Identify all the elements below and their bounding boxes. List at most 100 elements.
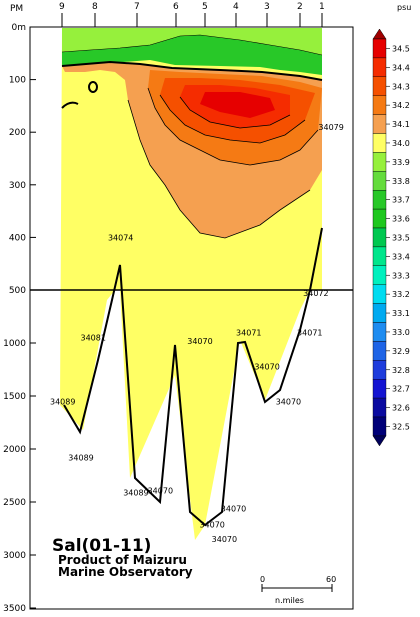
depth-tick-label: 2500 (3, 498, 26, 508)
colorbar-swatch (372, 341, 387, 361)
colorbar-swatch (372, 360, 387, 380)
colorbar-swatch (372, 246, 387, 266)
depth-tick-label: 1500 (3, 392, 26, 402)
colorbar-swatch (372, 171, 387, 191)
depth-tick-label: 1000 (3, 339, 26, 349)
bottom-value-labels: 3408934089340813407434089340703407034070… (50, 123, 344, 544)
isohaline-contour-34-2 (147, 87, 319, 166)
station-tick-label: 5 (202, 2, 208, 12)
colorbar-label: 34.5 (392, 44, 410, 53)
station-tick-label: 1 (319, 2, 325, 12)
subtitle-line-2: Marine Observatory (58, 565, 193, 579)
colorbar-label: 34.4 (392, 63, 410, 72)
colorbar: 34.5 34.4 34.3 34.2 34.1 34.0 33.9 33.8 33.7 33.6… (372, 28, 410, 447)
depth-tick-label: 2000 (3, 445, 26, 455)
colorbar-swatch (372, 322, 387, 342)
colorbar-swatch (372, 76, 387, 96)
colorbar-bottom-cap (372, 435, 387, 447)
colorbar-label: 33.8 (392, 177, 410, 186)
bottom-value-label: 34089 (68, 453, 93, 462)
bottom-value-label: 34070 (199, 520, 224, 529)
colorbar-swatch (372, 379, 387, 399)
depth-tick-label: 500 (9, 286, 26, 296)
depth-tick-label: 100 (9, 76, 26, 86)
colorbar-label: 33.5 (392, 233, 410, 242)
bottom-value-label: 34089 (50, 397, 75, 406)
colorbar-swatch (372, 303, 387, 323)
salinity-field-33-9 (62, 28, 322, 55)
station-tick-label: 2 (297, 2, 303, 12)
depth-tick-label: 400 (9, 233, 26, 243)
colorbar-swatch (372, 133, 387, 153)
colorbar-label: 32.8 (392, 366, 410, 375)
colorbar-label: 33.2 (392, 290, 410, 299)
station-tick-label: 4 (233, 2, 239, 12)
bottom-value-label: 34070 (148, 486, 173, 495)
bottom-topography-line (63, 227, 323, 527)
colorbar-label: 34.3 (392, 82, 410, 91)
colorbar-label: 33.0 (392, 328, 410, 337)
colorbar-label: 33.4 (392, 252, 410, 261)
colorbar-label: 33.7 (392, 196, 410, 205)
colorbar-label: 34.1 (392, 120, 410, 129)
scale-bar-end: 60 (326, 575, 336, 584)
salinity-isoline-spot (88, 81, 98, 93)
bottom-value-label: 34071 (236, 328, 261, 337)
bottom-value-label: 34070 (254, 362, 279, 371)
station-tick-label: 7 (134, 2, 140, 12)
station-ticks: 9 8 7 6 5 4 3 2 1 (59, 2, 325, 27)
station-tick-label: 3 (264, 2, 270, 12)
colorbar-swatch (372, 397, 387, 418)
salinity-field-34-5 (200, 92, 275, 118)
colorbar-swatch (372, 265, 387, 285)
depth-tick-label: 300 (9, 181, 26, 191)
bottom-value-label: 34070 (276, 397, 301, 406)
colorbar-swatch (372, 57, 387, 78)
colorbar-swatch (372, 227, 387, 248)
depth-ticks: 0m 100 200 300 400 500 1000 1500 2000 2500 3000 350… (3, 23, 36, 614)
colorbar-label: 32.5 (392, 422, 410, 431)
colorbar-label: 33.3 (392, 271, 410, 280)
isohaline-contour-34-1 (127, 99, 311, 239)
bottom-value-label: 34074 (108, 233, 133, 242)
chart-title: Sal(01-11) (52, 536, 151, 556)
colorbar-label: 34.0 (392, 139, 410, 148)
bottom-value-label: 34071 (297, 328, 322, 337)
bottom-value-label: 34089 (123, 488, 148, 497)
bottom-value-label: 34072 (303, 289, 328, 298)
colorbar-label: 32.7 (392, 385, 410, 394)
bottom-value-label: 34079 (318, 123, 343, 132)
colorbar-label: 32.9 (392, 347, 410, 356)
subtitle-line-1: Product of Maizuru (58, 553, 187, 567)
colorbar-label: 33.1 (392, 309, 410, 318)
station-tick-label: 9 (59, 2, 65, 12)
colorbar-swatch (372, 114, 387, 134)
bottom-value-label: 34070 (221, 504, 246, 513)
bottom-value-label: 34070 (187, 337, 212, 346)
colorbar-label: 33.9 (392, 158, 410, 167)
scale-bar-start: 0 (260, 575, 265, 584)
colorbar-swatch (372, 38, 387, 59)
x-axis-unit-label: PM (10, 4, 23, 14)
colorbar-swatch (372, 208, 387, 229)
colorbar-swatch (372, 95, 387, 115)
colorbar-swatch (372, 152, 387, 172)
station-tick-label: 6 (173, 2, 179, 12)
isohaline-contour-34-3 (159, 94, 306, 144)
isohaline-contour-upper (61, 60, 323, 81)
bottom-value-label: 34070 (212, 535, 237, 544)
isohaline-contour-green (61, 34, 323, 56)
depth-tick-label: 200 (9, 128, 26, 138)
depth-tick-label: 0m (12, 23, 27, 33)
scale-bar-unit: n.miles (275, 596, 304, 605)
colorbar-label: 32.6 (392, 404, 410, 413)
colorbar-swatch (372, 284, 387, 304)
bottom-value-label: 34081 (81, 334, 106, 343)
colorbar-top-cap (372, 28, 387, 40)
salinity-isoline-hook (61, 101, 79, 109)
colorbar-label: 34.2 (392, 101, 410, 110)
colorbar-swatch (372, 416, 387, 437)
depth-tick-label: 3000 (3, 551, 26, 561)
colorbar-swatch (372, 189, 387, 210)
